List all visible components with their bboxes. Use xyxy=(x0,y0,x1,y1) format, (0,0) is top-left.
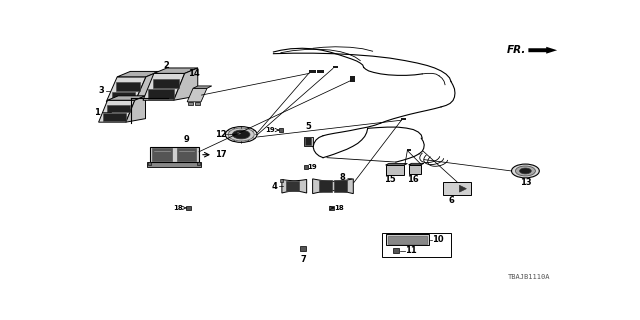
FancyBboxPatch shape xyxy=(152,148,172,161)
Text: 19: 19 xyxy=(265,127,275,133)
Polygon shape xyxy=(108,96,145,100)
Text: 1: 1 xyxy=(94,108,100,117)
Polygon shape xyxy=(153,79,179,88)
FancyBboxPatch shape xyxy=(150,147,198,162)
Polygon shape xyxy=(116,82,140,91)
Text: 9: 9 xyxy=(184,135,189,144)
Text: 19: 19 xyxy=(307,164,317,170)
Text: 18: 18 xyxy=(334,205,344,211)
Circle shape xyxy=(515,166,536,176)
Bar xyxy=(148,162,152,165)
Text: 11: 11 xyxy=(405,246,417,255)
Bar xyxy=(408,148,412,150)
Bar xyxy=(443,182,471,196)
Polygon shape xyxy=(312,179,353,194)
Polygon shape xyxy=(193,86,212,88)
Text: 6: 6 xyxy=(448,196,454,205)
Text: 4: 4 xyxy=(271,182,277,191)
Text: 12: 12 xyxy=(214,130,227,139)
Polygon shape xyxy=(408,163,424,165)
Polygon shape xyxy=(385,164,408,165)
Bar xyxy=(280,180,284,182)
Polygon shape xyxy=(529,47,557,54)
Bar xyxy=(195,102,200,105)
Bar xyxy=(305,138,311,145)
Bar xyxy=(385,235,429,245)
Bar xyxy=(279,128,283,132)
Text: 7: 7 xyxy=(300,255,306,264)
Bar xyxy=(350,76,355,79)
Polygon shape xyxy=(126,96,145,122)
Bar xyxy=(319,180,332,192)
Circle shape xyxy=(232,130,250,139)
Polygon shape xyxy=(154,68,198,73)
Bar xyxy=(317,70,324,73)
FancyArrowPatch shape xyxy=(529,46,556,55)
Bar xyxy=(381,233,451,257)
Polygon shape xyxy=(108,105,129,112)
Polygon shape xyxy=(117,71,159,77)
Polygon shape xyxy=(173,68,198,100)
Polygon shape xyxy=(143,73,185,100)
FancyBboxPatch shape xyxy=(177,148,196,161)
Bar xyxy=(188,102,193,105)
Circle shape xyxy=(511,164,540,178)
Text: 3: 3 xyxy=(98,86,104,95)
Circle shape xyxy=(228,128,254,141)
Polygon shape xyxy=(111,92,136,100)
Circle shape xyxy=(520,168,531,174)
Text: 2: 2 xyxy=(164,61,170,70)
Bar xyxy=(394,248,399,253)
Bar xyxy=(197,162,200,165)
Text: 13: 13 xyxy=(520,178,531,187)
Text: 18: 18 xyxy=(173,205,183,211)
Text: 5: 5 xyxy=(305,122,311,131)
Bar xyxy=(401,118,406,120)
Polygon shape xyxy=(106,77,146,102)
Bar xyxy=(385,165,404,175)
Polygon shape xyxy=(460,185,467,192)
Text: 10: 10 xyxy=(432,236,444,244)
Bar xyxy=(330,206,335,210)
Bar xyxy=(408,165,421,174)
Polygon shape xyxy=(282,180,307,193)
Circle shape xyxy=(237,132,241,134)
Bar xyxy=(286,181,300,191)
Bar xyxy=(388,236,427,244)
Polygon shape xyxy=(99,100,135,122)
Text: FR.: FR. xyxy=(507,45,527,55)
Bar xyxy=(309,70,316,73)
Text: 17: 17 xyxy=(215,150,227,159)
FancyBboxPatch shape xyxy=(147,162,201,167)
Bar xyxy=(333,66,338,68)
Text: 15: 15 xyxy=(384,175,396,184)
Bar xyxy=(304,137,312,146)
Text: TBAJB1110A: TBAJB1110A xyxy=(508,274,550,280)
Bar xyxy=(186,206,191,210)
Polygon shape xyxy=(104,113,126,121)
Polygon shape xyxy=(148,89,174,99)
Text: 14: 14 xyxy=(188,69,200,78)
Bar xyxy=(350,79,355,82)
Text: 8: 8 xyxy=(340,173,346,182)
Polygon shape xyxy=(135,71,159,102)
Polygon shape xyxy=(187,88,207,102)
Circle shape xyxy=(225,127,257,142)
Bar xyxy=(304,165,308,169)
Text: 16: 16 xyxy=(408,175,419,184)
Bar xyxy=(334,180,348,192)
Bar xyxy=(300,246,306,251)
